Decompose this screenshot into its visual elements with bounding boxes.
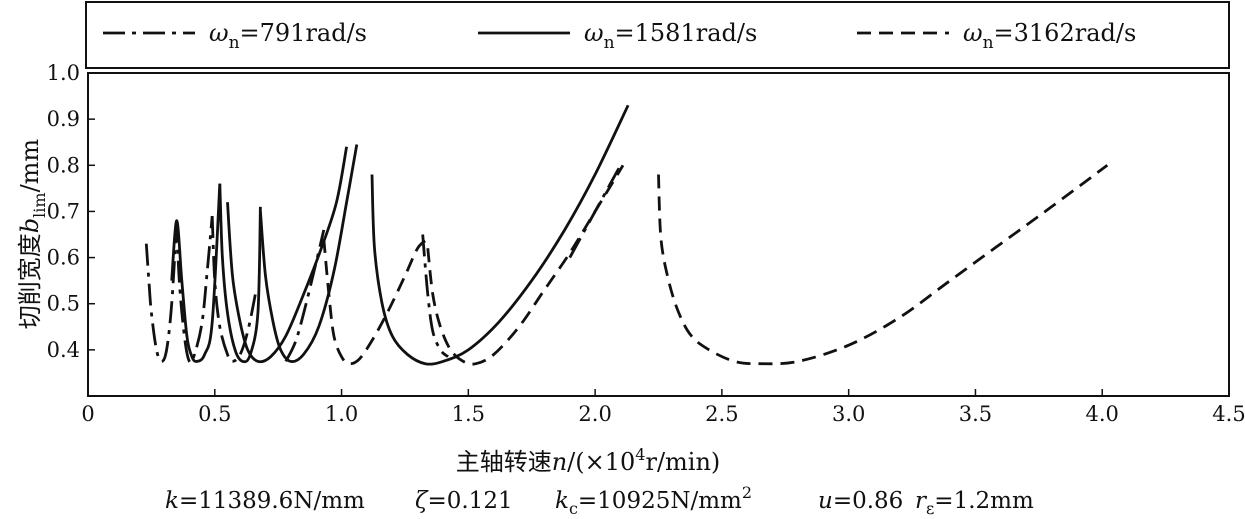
parameter-value: =0.86 [833, 488, 903, 514]
series-2-line [170, 183, 222, 363]
y-tick-label: 0.9 [47, 107, 80, 131]
parameter-var: ζ [415, 488, 429, 514]
series-2 [170, 104, 630, 366]
parameter-value: =0.121 [427, 488, 512, 514]
series-1-line [210, 215, 257, 363]
legend-label-2: ωn=1581rad/s [584, 19, 757, 53]
x-tick-label: 2.5 [705, 402, 738, 426]
y-tick-label: 0.8 [47, 153, 80, 177]
series-3-line [426, 164, 625, 366]
series-layer [144, 104, 1109, 366]
series-2-line [226, 146, 348, 364]
y-axis-label-var: b [16, 218, 44, 233]
legend-subscript: n [983, 33, 994, 53]
y-axis-label: 切削宽度blim/mm [16, 139, 49, 330]
parameter-4: u=0.86 [818, 488, 903, 514]
parameter-sub: c [569, 499, 578, 518]
parameter-line: k=11389.6N/mm ζ=0.121 kc=10925N/mm2 u=0.86 r… [165, 483, 1034, 518]
x-axis-label-prefix: 主轴转速 [456, 448, 552, 476]
x-axis-label-unit: /(×10 [567, 448, 635, 476]
legend-value: =3162rad/s [994, 19, 1137, 47]
parameter-5: rε=1.2mm [915, 488, 1034, 518]
x-tick-label: 4.0 [1086, 402, 1119, 426]
x-tick-label: 3.5 [959, 402, 992, 426]
y-tick-label: 1.0 [47, 61, 80, 85]
parameter-value: =1.2mm [934, 488, 1034, 514]
series-1-line [421, 234, 449, 358]
x-tick-label: 1.0 [325, 402, 358, 426]
x-axis-label-exp: 4 [635, 445, 645, 464]
x-axis-label: 主轴转速n/(×104r/min) [456, 445, 721, 476]
parameter-var: k [555, 488, 569, 514]
legend-value: =791rad/s [240, 19, 367, 47]
x-axis-label-var: n [552, 448, 567, 476]
legend-subscript: n [604, 33, 615, 53]
legend-label-3: ωn=3162rad/s [963, 19, 1136, 53]
parameter-value: =11389.6N/mm [179, 488, 365, 514]
axis-ticks: 0 0.5 1.0 1.5 2.0 2.5 3.0 3.5 4.0 4.5 0.4 0.5 0.6 0.7… [47, 61, 1245, 426]
y-tick-label: 0.6 [47, 246, 80, 270]
y-axis-label-unit: /mm [16, 139, 44, 193]
parameter-sup: 2 [742, 483, 752, 502]
y-tick-label: 0.7 [47, 199, 80, 223]
y-axis-label-prefix: 切削宽度 [16, 233, 44, 329]
legend-box [85, 1, 1230, 69]
legend-symbol: ω [209, 19, 229, 47]
legend-symbol: ω [584, 19, 604, 47]
x-tick-label: 0 [81, 402, 94, 426]
parameter-2: ζ=0.121 [415, 488, 513, 514]
series-1 [144, 164, 622, 364]
x-tick-label: 2.0 [578, 402, 611, 426]
legend-subscript: n [229, 33, 240, 53]
x-tick-label: 0.5 [198, 402, 231, 426]
series-1-line [144, 220, 179, 363]
plot-frame [87, 72, 1230, 397]
parameter-1: k=11389.6N/mm [165, 488, 365, 514]
x-axis-label-unit-post: r/min) [645, 448, 720, 476]
y-axis-label-sub: lim [30, 192, 49, 217]
parameter-3: kc=10925N/mm2 [555, 483, 752, 518]
legend-symbol: ω [963, 19, 983, 47]
series-2-line [370, 104, 630, 366]
x-tick-label: 4.5 [1212, 402, 1245, 426]
series-3-line [322, 238, 429, 366]
parameter-value: =10925N/mm [578, 488, 742, 514]
legend-value: =1581rad/s [615, 19, 758, 47]
series-1-line [284, 229, 326, 363]
series-1-line [175, 215, 214, 364]
parameter-sub: ε [926, 499, 934, 518]
legend: ωn=791rad/s ωn=1581rad/s ωn=3162rad/s [103, 19, 1136, 53]
y-tick-label: 0.5 [47, 292, 80, 316]
x-tick-label: 1.5 [452, 402, 485, 426]
series-2-line [218, 183, 262, 364]
series-2-line [259, 144, 359, 363]
x-tick-label: 3.0 [832, 402, 865, 426]
y-tick-label: 0.4 [47, 338, 80, 362]
legend-label-1: ωn=791rad/s [209, 19, 367, 53]
parameter-var: u [818, 488, 833, 514]
parameter-var: k [165, 488, 179, 514]
parameter-var: r [915, 488, 928, 514]
series-3-line [657, 164, 1109, 366]
series-3 [322, 164, 1109, 366]
